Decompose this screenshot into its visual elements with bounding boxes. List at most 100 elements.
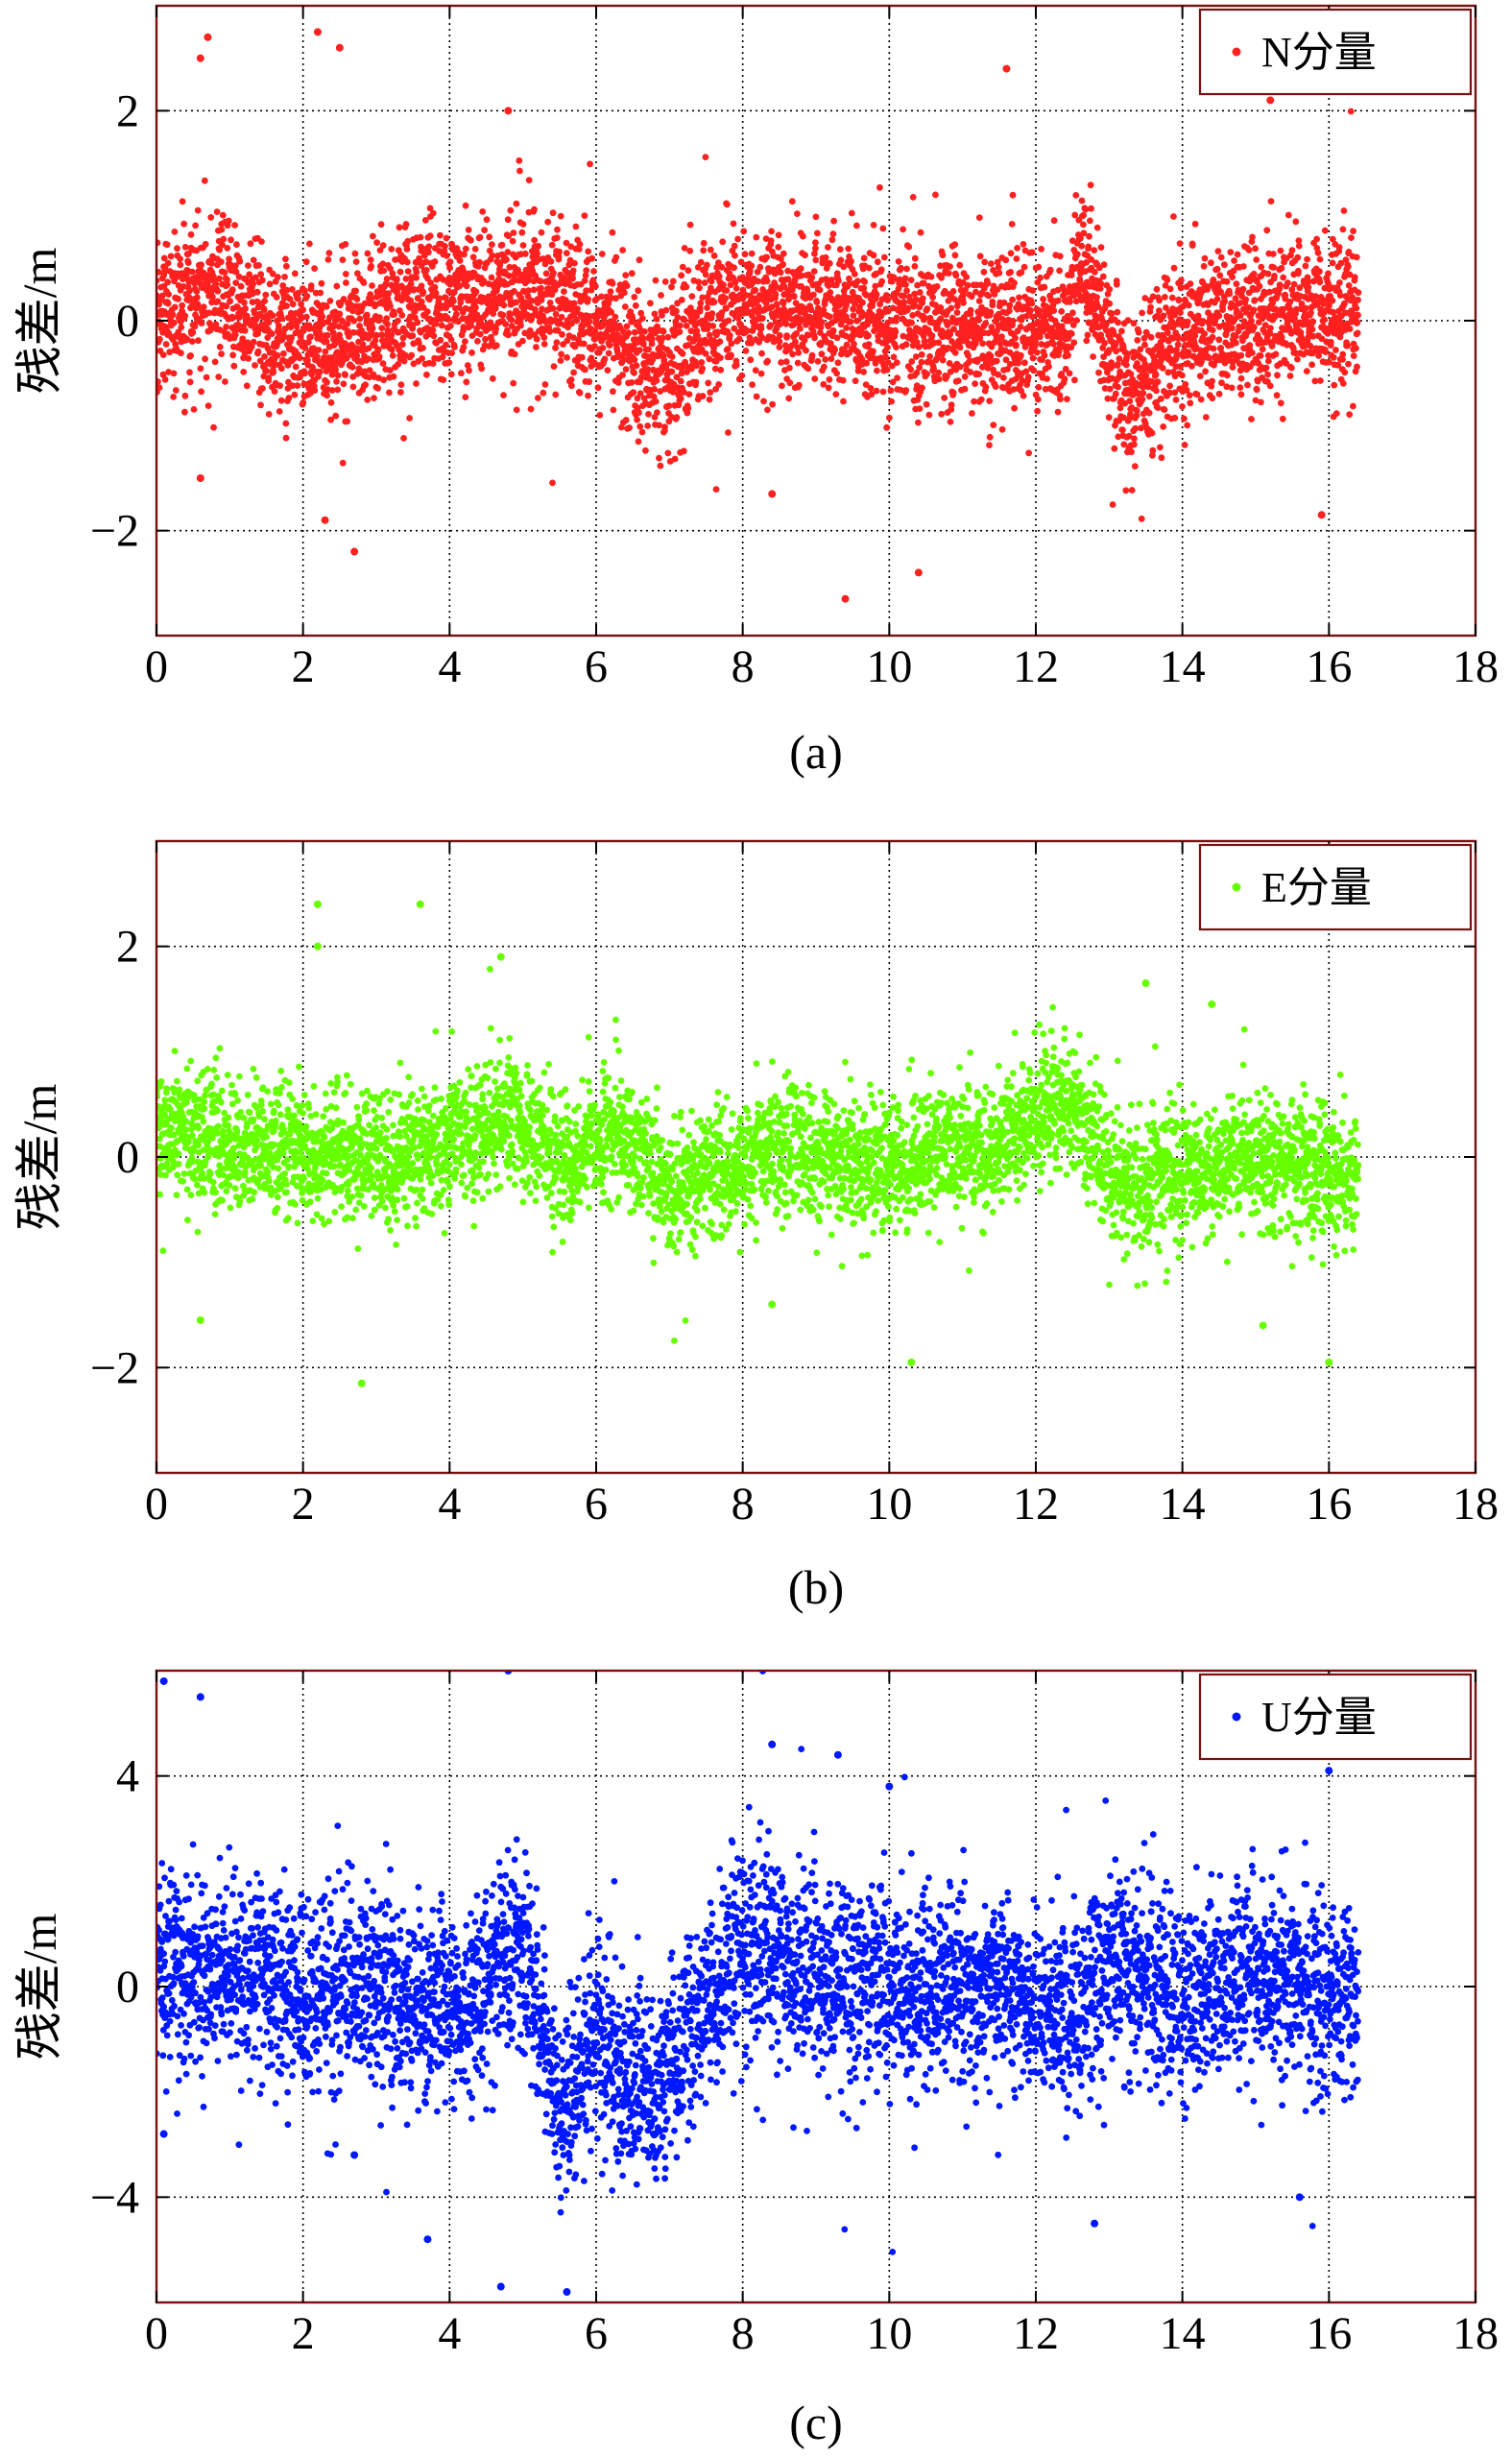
- data-point: [1000, 374, 1007, 381]
- data-point: [1009, 296, 1016, 303]
- data-point: [886, 414, 893, 422]
- data-point: [336, 310, 344, 318]
- data-point: [388, 246, 396, 253]
- data-point: [776, 344, 783, 350]
- data-point: [210, 423, 217, 431]
- data-point: [261, 353, 268, 360]
- data-point: [165, 291, 173, 298]
- data-point: [764, 406, 771, 414]
- data-point: [541, 381, 549, 388]
- data-point: [447, 371, 455, 378]
- data-point: [489, 241, 495, 248]
- data-point: [854, 277, 861, 285]
- data-point: [723, 287, 731, 294]
- data-point: [384, 326, 392, 334]
- data-point: [298, 301, 304, 308]
- data-point: [1271, 273, 1278, 279]
- data-point: [916, 405, 924, 412]
- data-point: [1095, 369, 1102, 376]
- data-point: [918, 350, 925, 358]
- data-point: [995, 263, 1002, 271]
- data-point: [1106, 385, 1114, 393]
- data-point: [423, 308, 431, 315]
- data-point: [291, 391, 299, 398]
- data-point: [986, 433, 994, 441]
- data-point: [1087, 181, 1094, 189]
- data-point: [794, 210, 801, 218]
- data-point: [746, 334, 754, 341]
- data-point: [769, 400, 776, 408]
- data-point: [947, 263, 953, 270]
- data-point: [952, 272, 960, 279]
- data-point: [731, 242, 738, 250]
- data-point: [231, 331, 239, 339]
- data-point: [1131, 441, 1138, 448]
- data-point: [1172, 397, 1180, 403]
- data-point: [549, 209, 557, 217]
- data-point: [1114, 308, 1121, 316]
- data-point: [607, 288, 614, 296]
- data-point: [443, 253, 450, 259]
- data-point: [535, 395, 541, 401]
- data-point: [975, 298, 983, 304]
- data-point: [319, 313, 326, 321]
- data-point: [567, 376, 575, 383]
- data-point: [323, 303, 330, 310]
- data-point: [759, 315, 766, 322]
- data-point: [1113, 348, 1119, 355]
- data-point: [776, 338, 783, 346]
- data-point: [372, 337, 379, 344]
- data-point: [1187, 280, 1194, 287]
- data-point: [559, 330, 565, 338]
- data-point: [1134, 337, 1141, 344]
- data-point: [307, 282, 315, 289]
- data-point: [156, 378, 161, 385]
- data-point: [935, 369, 943, 376]
- data-point: [250, 280, 256, 288]
- data-point: [813, 299, 821, 305]
- data-point: [224, 245, 231, 252]
- data-point: [1012, 334, 1019, 342]
- data-point: [325, 250, 333, 256]
- data-point: [829, 230, 837, 238]
- data-point: [880, 253, 888, 261]
- data-point: [324, 256, 332, 263]
- data-point: [956, 363, 964, 371]
- data-point: [440, 376, 447, 383]
- data-point: [742, 348, 750, 354]
- data-point: [448, 349, 455, 356]
- data-point: [1030, 367, 1038, 374]
- data-point: [752, 286, 759, 294]
- data-point: [482, 335, 489, 343]
- data-point: [656, 454, 662, 462]
- data-point: [1179, 372, 1186, 379]
- data-point: [1166, 285, 1174, 293]
- data-point: [178, 349, 184, 357]
- data-point: [619, 372, 626, 378]
- data-point: [406, 415, 413, 422]
- data-point: [1111, 445, 1118, 452]
- data-point: [557, 212, 564, 220]
- data-point: [544, 218, 552, 226]
- data-point: [383, 276, 391, 282]
- data-point: [710, 299, 718, 305]
- data-point: [1294, 355, 1301, 363]
- data-point: [275, 274, 281, 280]
- data-point: [1178, 277, 1185, 284]
- data-point: [324, 331, 331, 339]
- data-point: [840, 398, 847, 405]
- data-point: [810, 291, 817, 299]
- data-point: [1217, 345, 1225, 351]
- data-point: [252, 362, 258, 369]
- data-point: [1246, 342, 1254, 349]
- data-point: [486, 233, 493, 241]
- data-point: [273, 294, 280, 301]
- data-point: [1258, 398, 1264, 406]
- data-point: [684, 267, 692, 275]
- data-point: [902, 341, 910, 349]
- data-point: [368, 331, 375, 339]
- data-point: [859, 299, 866, 306]
- data-point: [380, 376, 387, 384]
- data-point: [951, 241, 959, 248]
- data-point: [578, 353, 586, 361]
